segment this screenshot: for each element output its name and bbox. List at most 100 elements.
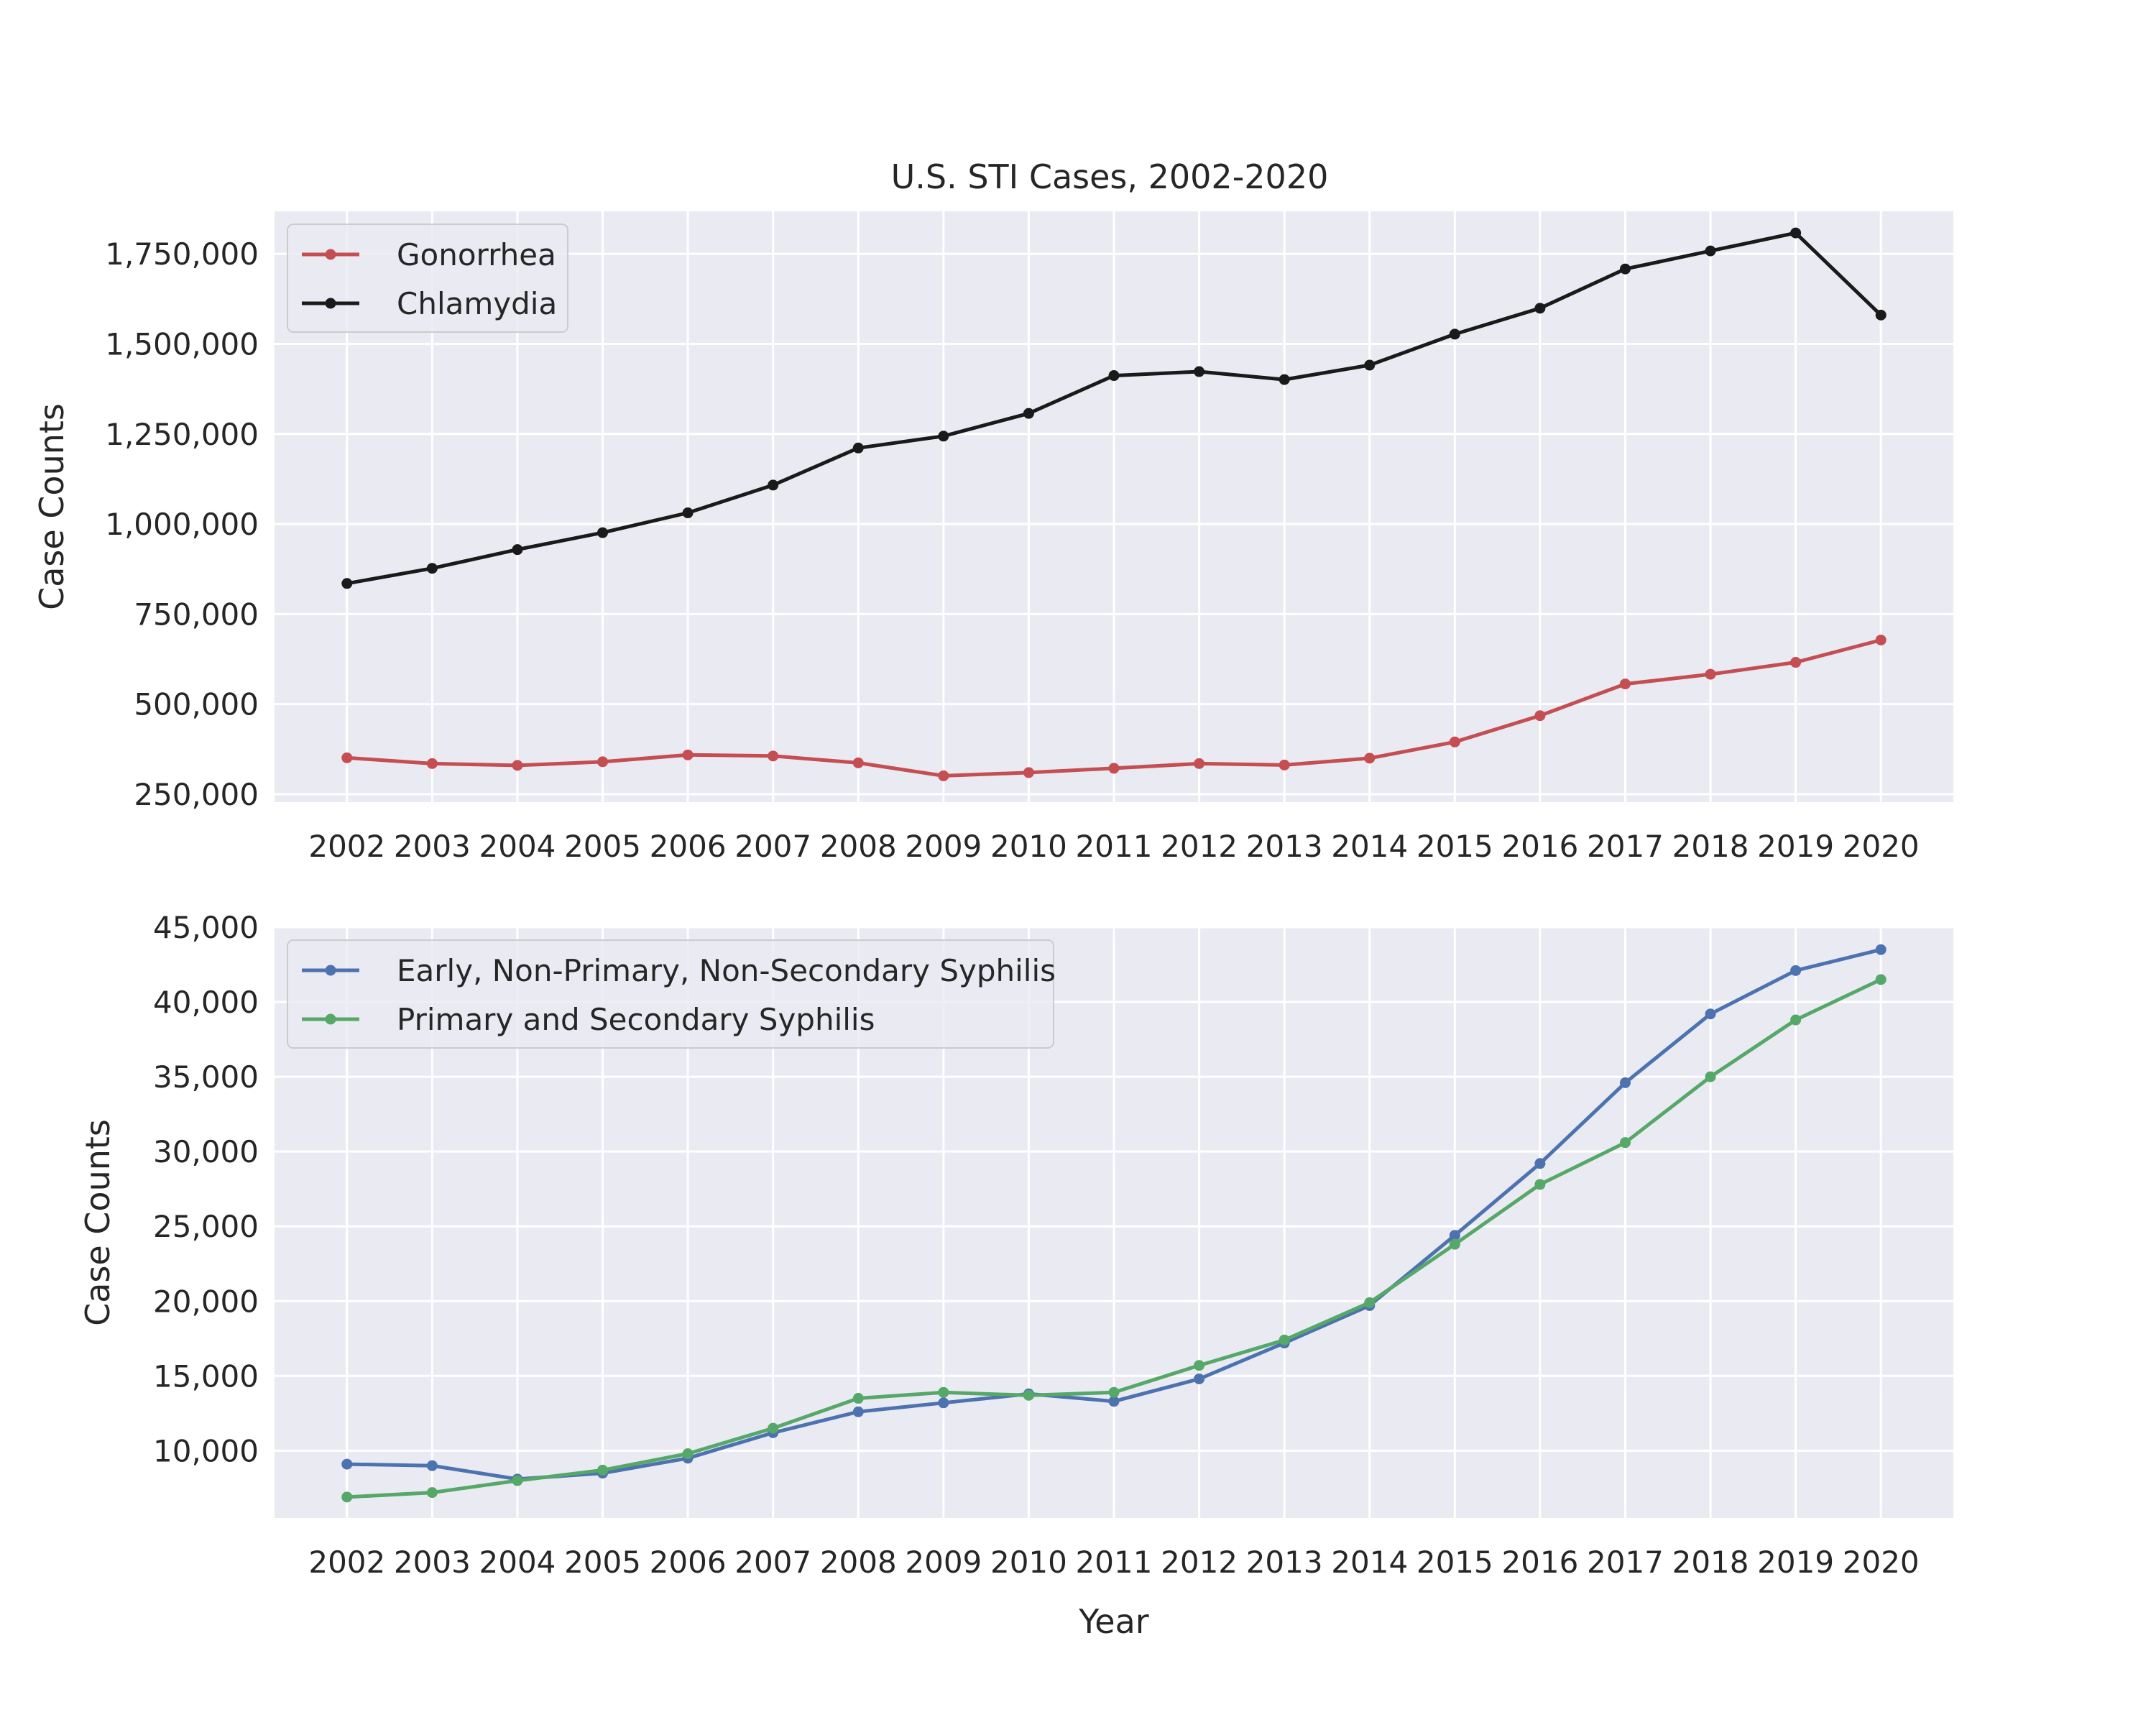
x-tick-label: 2011: [1076, 1545, 1153, 1580]
data-point: [512, 1475, 523, 1486]
data-point: [1449, 1230, 1460, 1241]
data-point: [1619, 1137, 1631, 1149]
y-tick-label: 20,000: [153, 1284, 259, 1319]
chart-title: U.S. STI Cases, 2002-2020: [891, 157, 1329, 196]
data-point: [1108, 1396, 1120, 1407]
data-point: [1875, 634, 1886, 645]
x-tick-label: 2008: [820, 1545, 897, 1580]
data-point: [938, 1386, 949, 1398]
x-tick-label: 2005: [564, 829, 641, 864]
data-point: [682, 1448, 694, 1460]
data-point: [426, 1487, 438, 1499]
data-point: [1194, 366, 1205, 377]
y-tick-label: 1,750,000: [105, 236, 259, 272]
y-tick-label: 500,000: [134, 687, 259, 722]
x-tick-label: 2017: [1587, 829, 1664, 864]
data-point: [1534, 303, 1546, 314]
data-point: [1619, 678, 1631, 690]
y-tick-label: 750,000: [134, 597, 259, 632]
legend-marker: [325, 298, 336, 309]
data-point: [1790, 657, 1802, 668]
x-tick-label: 2007: [734, 829, 811, 864]
data-point: [1364, 359, 1376, 371]
x-tick-label: 2011: [1076, 829, 1153, 864]
data-point: [597, 1464, 609, 1476]
data-point: [426, 1460, 438, 1471]
x-tick-label: 2016: [1501, 1545, 1578, 1580]
x-tick-label: 2015: [1416, 1545, 1493, 1580]
data-point: [597, 527, 609, 538]
y-tick-label: 15,000: [153, 1358, 259, 1394]
x-tick-label: 2017: [1587, 1545, 1664, 1580]
x-tick-label: 2015: [1416, 829, 1493, 864]
data-point: [768, 750, 779, 762]
data-point: [1790, 965, 1802, 976]
y-tick-label: 1,250,000: [105, 417, 259, 452]
data-point: [1534, 1158, 1546, 1169]
data-point: [341, 1458, 353, 1470]
y-tick-label: 45,000: [153, 910, 259, 945]
x-tick-label: 2013: [1246, 1545, 1323, 1580]
data-point: [1449, 1238, 1460, 1250]
x-tick-label: 2019: [1757, 1545, 1834, 1580]
data-point: [1705, 1008, 1716, 1020]
legend-marker: [325, 249, 336, 260]
data-point: [1108, 370, 1120, 382]
data-point: [682, 749, 694, 760]
data-point: [1194, 1373, 1205, 1384]
data-point: [341, 1491, 353, 1503]
data-point: [852, 1406, 864, 1417]
data-point: [1279, 759, 1290, 770]
x-tick-label: 2003: [394, 829, 471, 864]
data-point: [1023, 1389, 1034, 1401]
x-tick-label: 2010: [990, 829, 1067, 864]
y-axis-label: Case Counts: [32, 403, 71, 610]
data-point: [852, 442, 864, 454]
legend-marker: [325, 965, 336, 976]
data-point: [1194, 1360, 1205, 1371]
data-point: [852, 1393, 864, 1404]
x-tick-label: 2019: [1757, 829, 1834, 864]
data-point: [341, 578, 353, 589]
legend-label: Primary and Secondary Syphilis: [397, 1002, 875, 1037]
x-tick-label: 2010: [990, 1545, 1067, 1580]
y-tick-label: 40,000: [153, 985, 259, 1020]
y-tick-label: 1,500,000: [105, 326, 259, 362]
data-point: [1705, 668, 1716, 680]
x-tick-label: 2005: [564, 1545, 641, 1580]
y-tick-label: 30,000: [153, 1134, 259, 1169]
legend-label: Early, Non-Primary, Non-Secondary Syphil…: [397, 953, 1056, 988]
data-point: [1875, 944, 1886, 955]
y-axis-label: Case Counts: [78, 1119, 117, 1326]
x-axis-label: Year: [1078, 1602, 1148, 1641]
x-tick-label: 2006: [650, 1545, 727, 1580]
x-tick-label: 2008: [820, 829, 897, 864]
legend-label: Chlamydia: [397, 286, 557, 321]
x-tick-label: 2012: [1161, 829, 1238, 864]
x-tick-label: 2014: [1331, 829, 1408, 864]
x-tick-label: 2004: [479, 1545, 556, 1580]
data-point: [1449, 328, 1460, 340]
x-tick-label: 2018: [1672, 829, 1749, 864]
data-point: [341, 752, 353, 763]
data-point: [852, 757, 864, 768]
data-point: [938, 770, 949, 781]
bottom-chart-panel: 10,000 15,000 20,000 25,000 30,000 35,000 40,0…: [78, 910, 1953, 1641]
data-point: [426, 563, 438, 574]
data-point: [1023, 767, 1034, 778]
x-tick-label: 2003: [394, 1545, 471, 1580]
y-tick-label: 35,000: [153, 1059, 259, 1095]
x-tick-label: 2009: [905, 829, 982, 864]
data-point: [1364, 753, 1376, 764]
x-tick-label: 2018: [1672, 1545, 1749, 1580]
data-point: [1023, 408, 1034, 419]
x-tick-label: 2002: [308, 829, 385, 864]
data-point: [1705, 1071, 1716, 1082]
data-point: [426, 758, 438, 769]
data-point: [597, 756, 609, 768]
y-tick-label: 1,000,000: [105, 507, 259, 542]
data-point: [938, 1397, 949, 1409]
data-point: [1534, 710, 1546, 722]
x-tick-label: 2006: [650, 829, 727, 864]
data-point: [1619, 263, 1631, 275]
